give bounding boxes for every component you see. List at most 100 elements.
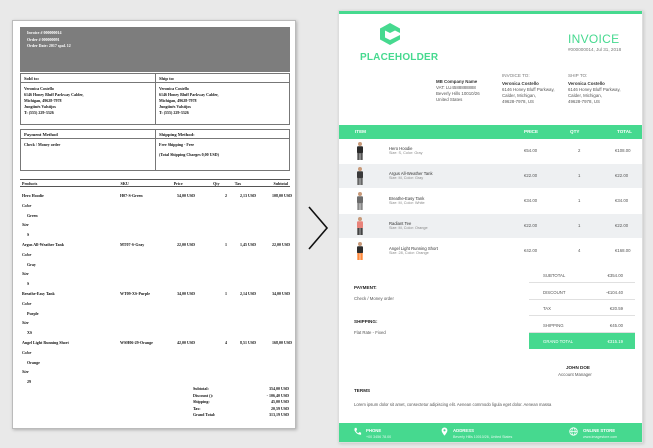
option-value: XS <box>27 329 33 335</box>
item-options: Size: M, Color: White <box>389 201 425 205</box>
ship-to-info: SHIP TO: Veronica Costello 6146 Honey Bl… <box>568 73 621 104</box>
grand-total-row: GRAND TOTAL €315.19 <box>529 333 635 349</box>
item-options: Size: S, Color: Gray <box>389 151 423 155</box>
invoice-header-band: Invoice # 000000014 Order # 000000091 Or… <box>20 27 290 72</box>
summary-row: SUBTOTAL €354.00 <box>529 267 635 283</box>
option-label: Size <box>22 369 29 374</box>
item-qty: 4 <box>578 248 581 253</box>
old-cell-qty: 4 <box>225 340 227 345</box>
payment-method-title: Payment Method <box>21 130 155 139</box>
item-price: €54.00 <box>524 148 538 153</box>
invoice-to-info: INVOICE TO: Veronica Costello 6146 Honey… <box>502 73 555 104</box>
product-thumbnail-icon <box>357 192 363 210</box>
sold-to-address: Veronica Costello 6146 Honey Bluff Parkw… <box>24 86 84 115</box>
old-total-row: Shipping: 45,00 USD <box>193 399 289 404</box>
old-cell-sku: H07-S-Green <box>120 193 143 198</box>
item-name-block: Angel Light Running Short Size: 28, Color… <box>389 246 438 256</box>
item-name-block: Argus All-Weather Tank Size: M, Color: Gr… <box>389 171 433 181</box>
payment-method-value: Check / Money order <box>24 142 61 147</box>
item-total: €22.00 <box>615 223 629 228</box>
item-total: €108.00 <box>615 148 631 153</box>
summary-row: TAX €20.59 <box>529 300 635 316</box>
old-total-row: Grand Total: 313,19 USD <box>193 412 289 417</box>
products-table: Products SKU Price Qty Tax Subtotal <box>20 179 290 187</box>
option-label: Color <box>22 203 32 208</box>
col-qty: QTY <box>570 129 580 134</box>
signer-role: Account Manager <box>558 372 592 377</box>
invoice-footer: PHONE +00 3456 78.00 ADDRESS Beverly Hills… <box>339 423 642 442</box>
option-value: Orange <box>27 359 40 365</box>
item-qty: 2 <box>578 148 581 153</box>
address-box: Sold to: Veronica Costello 6146 Honey Bl… <box>20 73 290 125</box>
col-item: ITEM <box>355 129 366 134</box>
product-thumbnail-icon <box>357 242 363 260</box>
old-cell-qty: 2 <box>225 193 227 198</box>
chevron-right-icon <box>308 206 329 250</box>
shipping-method-value: Free Shipping - Free (Total Shipping Cha… <box>159 142 219 157</box>
option-value: Green <box>27 212 38 218</box>
item-name-block: Hero Hoodie Size: S, Color: Gray <box>389 146 423 156</box>
old-cell-name: Breathe-Easy Tank <box>22 291 55 296</box>
item-price: €42.00 <box>524 248 538 253</box>
company-info: MB Company Name VAT: LU4588888888 Beverl… <box>436 79 480 102</box>
method-box: Payment Method Check / Money order Shipp… <box>20 129 290 171</box>
location-pin-icon <box>441 427 448 436</box>
old-cell-subtotal: 34,00 USD <box>272 291 291 296</box>
item-name-block: Radiant Tee Size: M, Color: Orange <box>389 221 428 231</box>
old-cell-price: 34,00 USD <box>177 291 196 296</box>
signature-block: JOHN DOE Account Manager <box>558 365 598 377</box>
product-thumbnail-icon <box>357 142 363 160</box>
product-thumbnail-icon <box>357 167 363 185</box>
col-price: PRICE <box>524 129 539 134</box>
old-cell-qty: 1 <box>225 291 227 296</box>
ship-to-title: Ship to: <box>156 74 290 83</box>
footer-address: ADDRESS Beverly Hills 10010/26, United St… <box>453 428 513 439</box>
terms-block: TERMS Lorem ipsum dolor sit amet, consec… <box>354 388 552 407</box>
old-cell-tax: 1,45 USD <box>240 242 257 247</box>
item-price: €34.00 <box>524 198 538 203</box>
option-label: Color <box>22 301 32 306</box>
option-value: Gray <box>27 261 36 267</box>
old-total-row: Tax: 20,59 USD <box>193 405 289 411</box>
old-cell-qty: 1 <box>225 242 227 247</box>
old-cell-tax: 2,13 USD <box>240 193 257 198</box>
invoice-title: INVOICE <box>568 32 620 46</box>
items-table-header: ITEM PRICE QTY TOTAL <box>339 125 642 139</box>
products-table-header: Products SKU Price Qty Tax Subtotal <box>20 179 290 187</box>
old-cell-name: Argus All-Weather Tank <box>22 242 64 247</box>
invoice-number: Invoice # 000000014 <box>27 30 62 35</box>
old-cell-subtotal: 168,00 USD <box>272 340 293 345</box>
brand-name: PLACEHOLDER <box>360 52 439 63</box>
payment-block: PAYMENT: Check / Money order <box>354 285 394 301</box>
item-name-block: Breathe-Easy Tank Size: M, Color: White <box>389 196 425 206</box>
footer-store: ONLINE STORE www.imagestore.com <box>583 428 618 439</box>
old-cell-sku: MT07-S-Gray <box>120 242 145 247</box>
old-cell-sku: WSH06-29-Orange <box>120 340 153 345</box>
old-total-row: Discount (): - 106,40 USD <box>193 392 289 398</box>
option-label: Size <box>22 271 29 276</box>
item-total: €22.00 <box>615 173 629 178</box>
brand-logo: PLACEHOLDER <box>360 23 438 78</box>
old-cell-tax: 8,51 USD <box>240 340 257 345</box>
signer-name: JOHN DOE <box>566 365 590 370</box>
logo-mark-icon <box>380 23 400 45</box>
globe-icon <box>569 427 578 436</box>
col-total: TOTAL <box>617 129 632 134</box>
item-name: Radiant Tee <box>389 221 412 226</box>
old-cell-subtotal: 22,00 USD <box>272 242 291 247</box>
default-invoice-preview: Invoice # 000000014 Order # 000000091 Or… <box>12 20 296 429</box>
option-value: S <box>27 280 30 286</box>
ship-to-address: Veronica Costello 6146 Honey Bluff Parkw… <box>159 86 219 115</box>
item-options: Size: M, Color: Orange <box>389 226 428 230</box>
item-options: Size: 28, Color: Orange <box>389 251 429 255</box>
old-cell-tax: 2,14 USD <box>240 291 257 296</box>
old-cell-name: Angel Light Running Short <box>22 340 69 345</box>
old-cell-price: 42,00 USD <box>177 340 196 345</box>
invoice-item-row: Radiant Tee Size: M, Color: Orange €22.00 1… <box>339 214 642 238</box>
summary-row: SHIPPING €45.00 <box>529 317 635 333</box>
order-number: Order # 000000091 <box>27 36 60 42</box>
product-thumbnail-icon <box>357 217 363 235</box>
option-value: Purple <box>27 310 39 316</box>
phone-icon <box>354 427 362 435</box>
option-label: Color <box>22 350 32 355</box>
